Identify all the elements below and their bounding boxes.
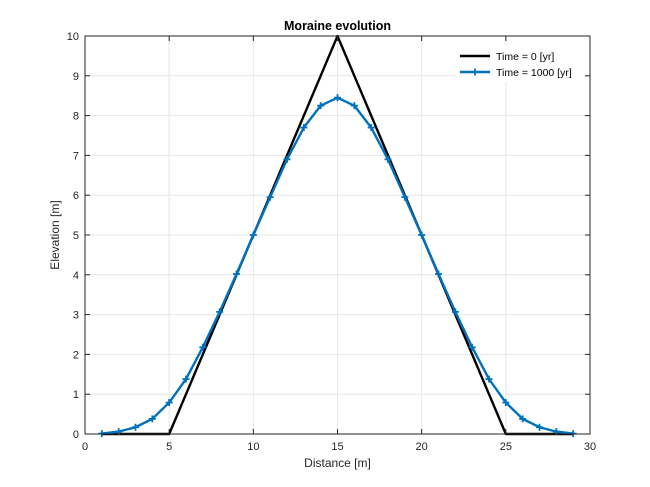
data-point-marker [350, 102, 358, 110]
y-tick-label: 8 [73, 111, 79, 123]
data-point-marker [519, 415, 527, 423]
data-point-marker [435, 270, 442, 278]
legend-plus-marker [471, 68, 479, 76]
x-tick-label: 10 [247, 441, 259, 453]
data-point-marker [233, 270, 240, 278]
legend-entry-time-0: Time = 0 [yr] [496, 51, 554, 63]
legend-entry-time-1000: Time = 1000 [yr] [496, 67, 572, 79]
data-point-marker [300, 124, 308, 132]
y-tick-label: 0 [73, 429, 79, 441]
y-axis-label: Elevation [m] [48, 200, 62, 269]
data-point-marker [401, 193, 409, 201]
data-point-marker [384, 155, 392, 163]
x-tick-label: 20 [416, 441, 428, 453]
x-tick-label: 25 [500, 441, 512, 453]
legend-marker-time-1000 [471, 68, 479, 76]
data-point-marker [249, 231, 257, 239]
y-tick-label: 5 [73, 230, 79, 242]
data-point-marker [451, 308, 459, 316]
y-tick-label: 10 [67, 31, 79, 43]
data-point-marker [367, 124, 375, 132]
data-point-marker [418, 231, 426, 239]
data-point-marker [182, 375, 190, 383]
x-tick-label: 30 [584, 441, 596, 453]
data-point-marker [216, 308, 224, 316]
y-tick-label: 2 [73, 349, 79, 361]
data-point-marker [165, 399, 173, 407]
y-tick-label: 4 [73, 270, 79, 282]
y-tick-label: 6 [73, 190, 79, 202]
y-tick-label: 7 [73, 150, 79, 162]
data-point-marker [132, 423, 139, 431]
x-tick-label: 5 [166, 441, 172, 453]
data-point-marker [266, 193, 274, 201]
data-point-marker [317, 102, 325, 110]
data-point-marker [148, 415, 156, 423]
x-tick-label: 0 [82, 441, 88, 453]
legend-box [455, 45, 585, 83]
x-axis-label: Distance [m] [304, 456, 371, 470]
axis-ticks: 0 5 10 15 20 25 30 0 1 2 3 4 5 6 7 8 9 10 [67, 31, 596, 453]
data-point-marker [536, 423, 543, 431]
y-tick-label: 9 [73, 71, 79, 83]
chart-title: Moraine evolution [284, 19, 391, 33]
data-point-marker [485, 375, 493, 383]
data-point-marker [334, 94, 341, 102]
data-point-marker [283, 155, 291, 163]
y-tick-label: 1 [73, 389, 79, 401]
x-tick-label: 15 [331, 441, 343, 453]
data-point-marker [502, 399, 510, 407]
legend: Time = 0 [yr] Time = 1000 [yr] [455, 45, 585, 83]
data-point-marker [199, 343, 207, 351]
y-tick-label: 3 [73, 310, 79, 322]
data-point-marker [468, 343, 476, 351]
